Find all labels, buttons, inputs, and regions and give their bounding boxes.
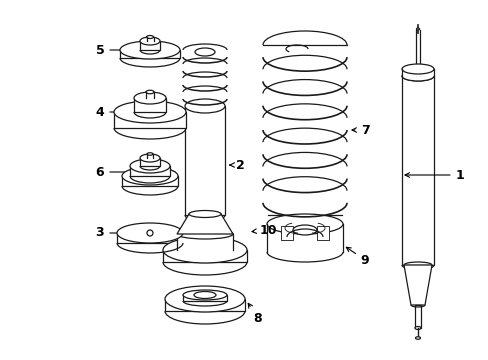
Bar bbox=[414, 305, 420, 328]
Ellipse shape bbox=[164, 286, 244, 312]
Ellipse shape bbox=[117, 223, 183, 243]
Bar bbox=[177, 234, 232, 250]
Ellipse shape bbox=[163, 237, 246, 263]
Text: 7: 7 bbox=[351, 123, 368, 136]
Bar bbox=[163, 250, 246, 262]
Bar bbox=[134, 98, 165, 112]
Polygon shape bbox=[403, 265, 431, 305]
Bar bbox=[401, 69, 433, 76]
Ellipse shape bbox=[415, 337, 420, 339]
Bar bbox=[164, 299, 244, 311]
Bar bbox=[117, 233, 183, 243]
Text: 10: 10 bbox=[251, 224, 276, 237]
Ellipse shape bbox=[266, 214, 342, 234]
Text: 6: 6 bbox=[96, 166, 175, 179]
Circle shape bbox=[147, 230, 153, 236]
Bar bbox=[140, 41, 160, 50]
Ellipse shape bbox=[401, 64, 433, 74]
Ellipse shape bbox=[114, 101, 185, 123]
Bar bbox=[114, 112, 185, 128]
Bar bbox=[281, 226, 292, 240]
Ellipse shape bbox=[401, 71, 433, 81]
Ellipse shape bbox=[177, 229, 232, 239]
Bar bbox=[140, 158, 160, 166]
Ellipse shape bbox=[183, 290, 226, 300]
Bar bbox=[120, 50, 180, 58]
Ellipse shape bbox=[195, 48, 215, 56]
Bar bbox=[130, 166, 170, 176]
Ellipse shape bbox=[146, 90, 154, 94]
Text: 1: 1 bbox=[404, 168, 464, 181]
Text: 9: 9 bbox=[346, 247, 368, 266]
Text: 3: 3 bbox=[96, 226, 180, 239]
Text: 5: 5 bbox=[96, 44, 177, 57]
Bar bbox=[316, 226, 328, 240]
Ellipse shape bbox=[194, 292, 216, 298]
Ellipse shape bbox=[134, 92, 165, 104]
Ellipse shape bbox=[140, 37, 160, 45]
Ellipse shape bbox=[401, 71, 433, 81]
Polygon shape bbox=[177, 214, 232, 234]
Ellipse shape bbox=[184, 99, 224, 113]
Ellipse shape bbox=[414, 327, 420, 329]
Ellipse shape bbox=[146, 36, 153, 39]
Text: 2: 2 bbox=[229, 158, 244, 171]
Bar bbox=[122, 176, 178, 186]
Ellipse shape bbox=[189, 211, 221, 217]
Ellipse shape bbox=[292, 225, 316, 235]
Ellipse shape bbox=[147, 153, 153, 155]
Ellipse shape bbox=[140, 154, 160, 162]
Bar bbox=[184, 106, 224, 215]
Bar bbox=[415, 30, 419, 75]
Text: 4: 4 bbox=[96, 105, 183, 118]
Ellipse shape bbox=[130, 159, 170, 173]
Bar bbox=[401, 76, 433, 265]
Ellipse shape bbox=[122, 167, 178, 185]
Text: 8: 8 bbox=[248, 303, 262, 324]
Ellipse shape bbox=[416, 28, 419, 30]
Bar bbox=[183, 295, 226, 301]
Ellipse shape bbox=[120, 41, 180, 59]
